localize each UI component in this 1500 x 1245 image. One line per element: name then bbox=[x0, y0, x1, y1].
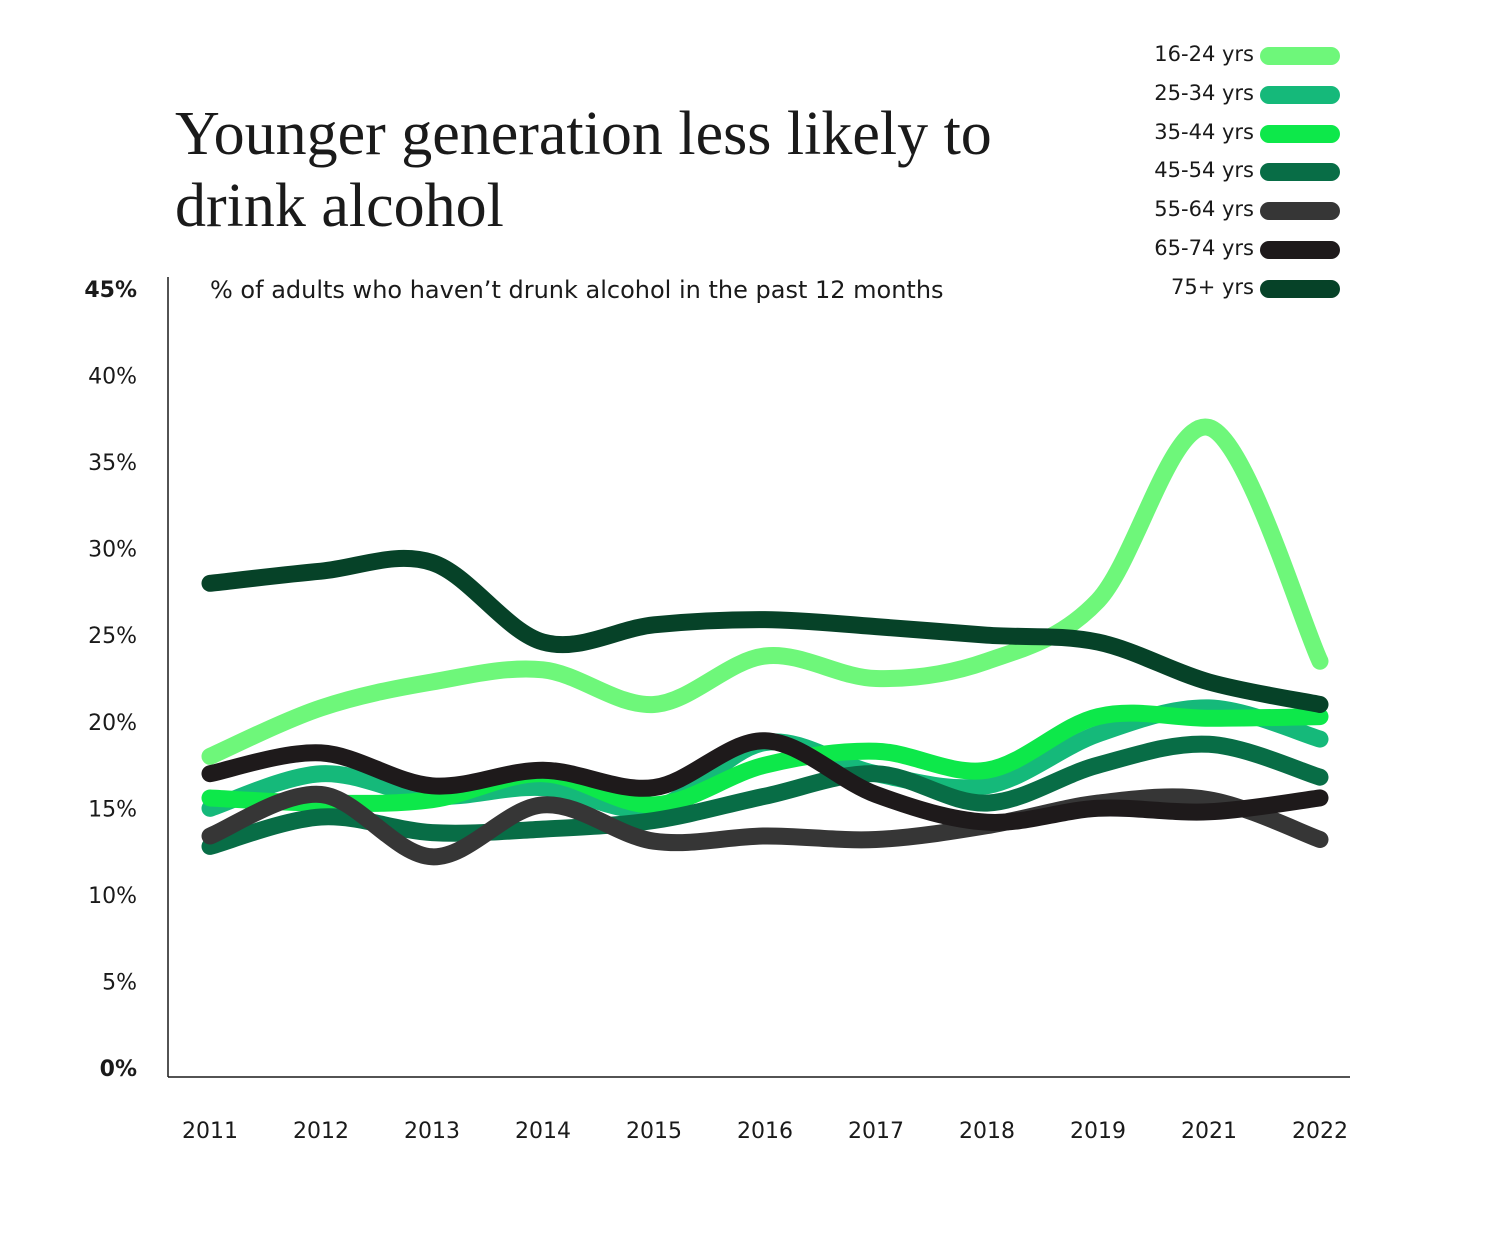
legend-swatch bbox=[1260, 202, 1340, 221]
tick-labels: 0% 5% 10% 15% 20% 25% 30% 35% 40% 45% 2011 2012 2013… bbox=[84, 278, 1348, 1144]
legend-swatch bbox=[1260, 279, 1340, 298]
legend-item: 35-44 yrs bbox=[1080, 118, 1350, 148]
y-tick-label: 10% bbox=[88, 884, 137, 909]
legend-swatch bbox=[1260, 241, 1340, 259]
y-tick-label: 0% bbox=[100, 1057, 137, 1082]
legend-item: 25-34 yrs bbox=[1080, 79, 1350, 109]
x-tick-label: 2014 bbox=[515, 1119, 571, 1144]
y-tick-label: 30% bbox=[88, 538, 137, 563]
axes bbox=[167, 277, 1350, 1078]
x-tick-label: 2021 bbox=[1181, 1119, 1237, 1144]
x-tick-label: 2011 bbox=[182, 1119, 238, 1144]
x-tick-label: 2022 bbox=[1292, 1119, 1348, 1144]
legend-item: 45-54 yrs bbox=[1080, 156, 1350, 186]
legend-label: 75+ yrs bbox=[1171, 274, 1254, 299]
series-line-35-44-yrs bbox=[201, 704, 1329, 814]
legend-label: 35-44 yrs bbox=[1154, 119, 1254, 144]
y-tick-label: 15% bbox=[88, 797, 137, 822]
legend-label: 55-64 yrs bbox=[1154, 197, 1254, 222]
legend-item: 65-74 yrs bbox=[1080, 234, 1350, 264]
chart-subtitle: % of adults who haven’t drunk alcohol in… bbox=[210, 276, 944, 304]
x-tick-label: 2016 bbox=[737, 1119, 793, 1144]
legend-swatch bbox=[1260, 163, 1340, 182]
legend-swatch bbox=[1260, 47, 1340, 65]
x-tick-label: 2017 bbox=[848, 1119, 904, 1144]
series-line-45-54-yrs bbox=[201, 735, 1329, 855]
legend-item: 16-24 yrs bbox=[1080, 40, 1350, 70]
legend-item: 75+ yrs bbox=[1080, 273, 1350, 303]
legend-label: 45-54 yrs bbox=[1154, 158, 1254, 183]
x-tick-label: 2013 bbox=[404, 1119, 460, 1144]
y-tick-label: 40% bbox=[88, 365, 137, 390]
legend-label: 65-74 yrs bbox=[1154, 236, 1254, 260]
y-tick-label: 35% bbox=[88, 451, 137, 476]
y-tick-label: 45% bbox=[84, 278, 137, 303]
legend-swatch bbox=[1260, 85, 1340, 104]
legend-swatch bbox=[1260, 124, 1340, 143]
legend-label: 25-34 yrs bbox=[1154, 80, 1254, 105]
chart-title: Younger generation less likely to drink … bbox=[175, 100, 992, 240]
x-tick-label: 2019 bbox=[1070, 1119, 1126, 1144]
series-layer bbox=[201, 418, 1329, 866]
y-tick-label: 25% bbox=[88, 624, 137, 649]
series-line-75-yrs bbox=[201, 549, 1329, 713]
y-tick-label: 5% bbox=[102, 970, 137, 995]
legend-label: 16-24 yrs bbox=[1154, 42, 1254, 66]
y-tick-label: 20% bbox=[88, 711, 137, 736]
series-line-65-74-yrs bbox=[201, 732, 1329, 831]
legend-item: 55-64 yrs bbox=[1080, 195, 1350, 225]
series-line-16-24-yrs bbox=[201, 418, 1329, 765]
x-tick-label: 2015 bbox=[626, 1119, 682, 1144]
x-tick-label: 2012 bbox=[293, 1119, 349, 1144]
x-tick-label: 2018 bbox=[959, 1119, 1015, 1144]
